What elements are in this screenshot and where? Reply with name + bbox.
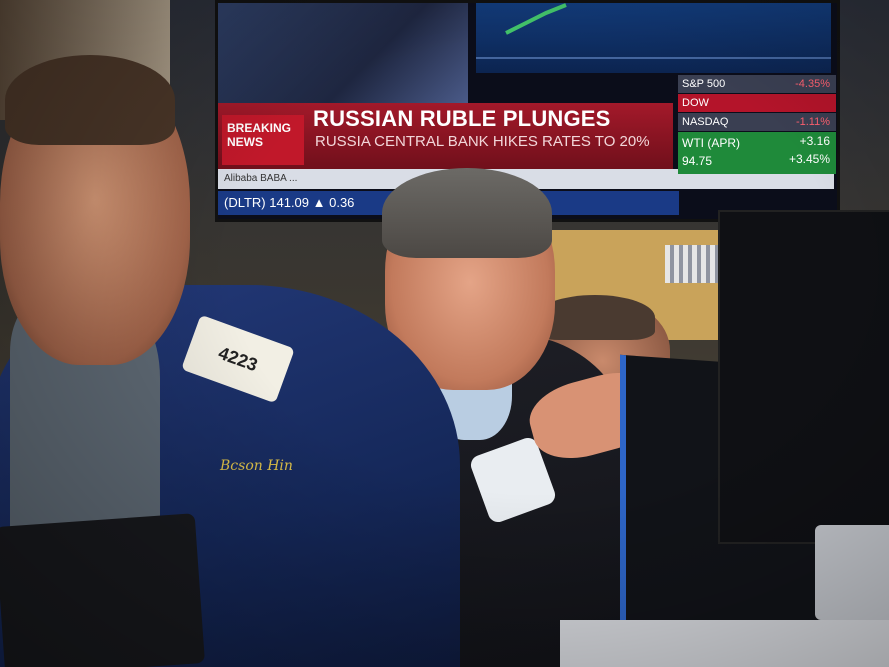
stock-ticker: Alibaba BABA ... — [218, 169, 834, 189]
quote-row: DOW — [678, 94, 836, 112]
trader-left-hair — [5, 55, 175, 145]
desk-phone — [815, 525, 889, 620]
subheadline-text: RUSSIA CENTRAL BANK HIKES RATES TO 20% — [315, 133, 650, 150]
desk-surface — [560, 620, 889, 667]
quote-row: NASDAQ -1.11% — [678, 113, 836, 131]
trader-background-hair — [535, 295, 655, 340]
tv-screen: BREAKING NEWS RUSSIAN RUBLE PLUNGES RUSS… — [215, 0, 840, 222]
tv-video-feed — [218, 3, 468, 103]
wti-quote: WTI (APR) +3.16 94.75 +3.45% — [678, 132, 836, 174]
trader-center-hair — [382, 168, 552, 258]
tv-market-graph — [476, 3, 831, 73]
breaking-news-label: BREAKING NEWS — [222, 115, 304, 165]
handheld-tablet — [0, 513, 205, 667]
embroidered-name: Bcson Hin — [220, 458, 293, 474]
trading-monitor-right — [718, 210, 889, 544]
quote-row: S&P 500 -4.35% — [678, 75, 836, 93]
headline-text: RUSSIAN RUBLE PLUNGES — [313, 106, 611, 131]
market-quotes-panel: S&P 500 -4.35% DOW NASDAQ -1.11% WTI (APR)… — [678, 75, 836, 197]
striped-sign — [665, 245, 723, 283]
